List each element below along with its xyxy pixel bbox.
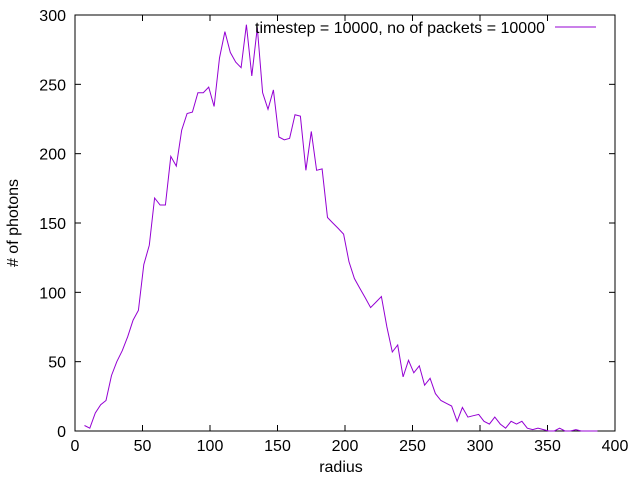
y-tick-label: 100 bbox=[39, 285, 66, 302]
series-line bbox=[84, 24, 598, 432]
y-tick-label: 200 bbox=[39, 147, 66, 164]
y-tick-label: 50 bbox=[48, 355, 66, 372]
legend-label: timestep = 10000, no of packets = 10000 bbox=[255, 20, 545, 37]
x-tick-label: 100 bbox=[197, 438, 224, 455]
x-tick-label: 50 bbox=[134, 438, 152, 455]
x-tick-label: 300 bbox=[467, 438, 494, 455]
y-axis-title: # of photons bbox=[5, 179, 22, 267]
x-tick-label: 350 bbox=[534, 438, 561, 455]
x-tick-label: 250 bbox=[399, 438, 426, 455]
legend: timestep = 10000, no of packets = 10000 bbox=[255, 20, 596, 37]
y-tick-label: 150 bbox=[39, 216, 66, 233]
x-tick-label: 0 bbox=[71, 438, 80, 455]
axis-ticks bbox=[74, 14, 616, 432]
y-tick-label: 300 bbox=[39, 8, 66, 25]
x-axis-title: radius bbox=[319, 459, 363, 476]
y-tick-label: 250 bbox=[39, 77, 66, 94]
x-tick-label: 400 bbox=[602, 438, 629, 455]
axis-tick-labels: 0 50 100 150 200 250 300 350 400 0 50 100 150 200 250 3… bbox=[39, 8, 628, 455]
y-tick-label: 0 bbox=[57, 424, 66, 441]
x-tick-label: 200 bbox=[332, 438, 359, 455]
plot-frame bbox=[74, 14, 616, 432]
x-tick-label: 150 bbox=[264, 438, 291, 455]
